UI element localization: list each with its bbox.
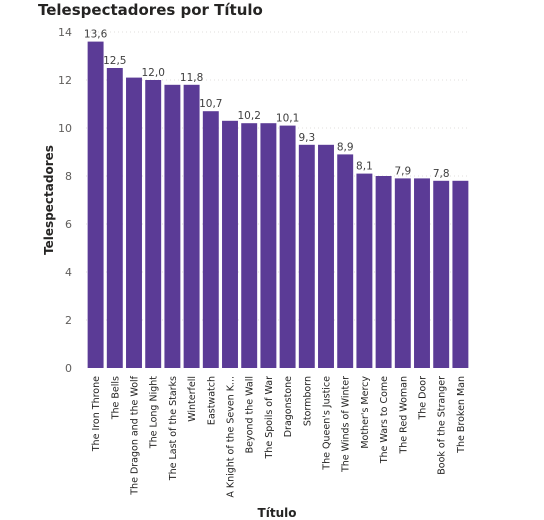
y-tick-label: 14 [58, 26, 72, 39]
x-tick-label: The Dragon and the Wolf [130, 375, 141, 495]
x-tick-label: A Knight of the Seven K... [226, 376, 237, 498]
x-tick-label: Eastwatch [206, 376, 217, 425]
data-label: 13,6 [84, 29, 108, 41]
bar [337, 154, 354, 368]
x-tick-label: The Winds of Winter [341, 376, 352, 473]
bar [87, 41, 104, 368]
bar [126, 77, 142, 368]
y-tick-label: 4 [65, 266, 72, 279]
data-label: 10,7 [199, 98, 222, 110]
bars [87, 41, 469, 369]
chart-title: Telespectadores por Título [38, 1, 263, 19]
bar [433, 180, 450, 368]
x-tick-label: The Wars to Come [379, 376, 390, 464]
bar [106, 68, 123, 368]
data-label: 7,9 [394, 165, 411, 177]
y-tick-label: 10 [58, 122, 72, 135]
bar [318, 144, 334, 368]
x-tick-label: The Queen's Justice [322, 376, 333, 471]
bar [394, 178, 411, 368]
bar [356, 173, 373, 368]
bar [164, 84, 181, 369]
x-tick-label: Dragonstone [283, 376, 294, 437]
x-tick-label: The Door [418, 376, 429, 421]
data-label: 10,2 [238, 110, 261, 122]
bar [222, 120, 238, 368]
data-label: 10,1 [276, 113, 299, 125]
y-axis-ticks: 0 2 4 6 8 10 12 14 [58, 26, 72, 375]
data-label: 12,0 [142, 67, 165, 79]
x-axis-category-labels: The Iron Throne The Bells The Dragon and t… [91, 375, 467, 497]
data-labels: 13,6 12,5 12,0 11,8 10,7 10,2 10,1 9,3 8,98,1 7,9… [84, 29, 450, 180]
y-tick-label: 8 [65, 170, 72, 183]
bar [452, 180, 469, 368]
data-label: 8,9 [337, 141, 354, 153]
bar [183, 84, 200, 369]
x-tick-label: Winterfell [187, 376, 198, 422]
x-tick-label: Beyond the Wall [245, 376, 256, 453]
data-label: 9,3 [298, 132, 315, 144]
x-tick-label: Stormborn [302, 376, 313, 426]
x-tick-label: The Spoils of War [264, 376, 275, 460]
bar [279, 125, 296, 368]
bar [241, 123, 258, 368]
data-label: 12,5 [103, 55, 126, 67]
x-tick-label: The Long Night [149, 376, 160, 449]
bar [375, 176, 392, 368]
bar [414, 178, 430, 368]
x-tick-label: The Iron Throne [91, 376, 102, 452]
x-tick-label: The Red Woman [398, 376, 409, 455]
bar [202, 111, 219, 368]
bar [260, 123, 277, 368]
y-axis-title: Telespectadores [42, 145, 56, 255]
x-tick-label: The Bells [110, 376, 121, 420]
y-tick-label: 2 [65, 314, 72, 327]
y-tick-label: 6 [65, 218, 72, 231]
x-tick-label: The Broken Man [456, 376, 467, 454]
x-tick-label: The Last of the Starks [168, 376, 179, 481]
x-tick-label: Book of the Stranger [437, 376, 448, 475]
data-label: 8,1 [356, 161, 373, 173]
bar [298, 144, 315, 368]
y-tick-label: 12 [58, 74, 72, 87]
data-label: 11,8 [180, 72, 203, 84]
x-axis-title: Título [258, 506, 297, 520]
data-label: 7,8 [433, 168, 450, 180]
x-tick-label: Mother's Mercy [360, 376, 371, 449]
bar [145, 80, 162, 368]
y-tick-label: 0 [65, 362, 72, 375]
